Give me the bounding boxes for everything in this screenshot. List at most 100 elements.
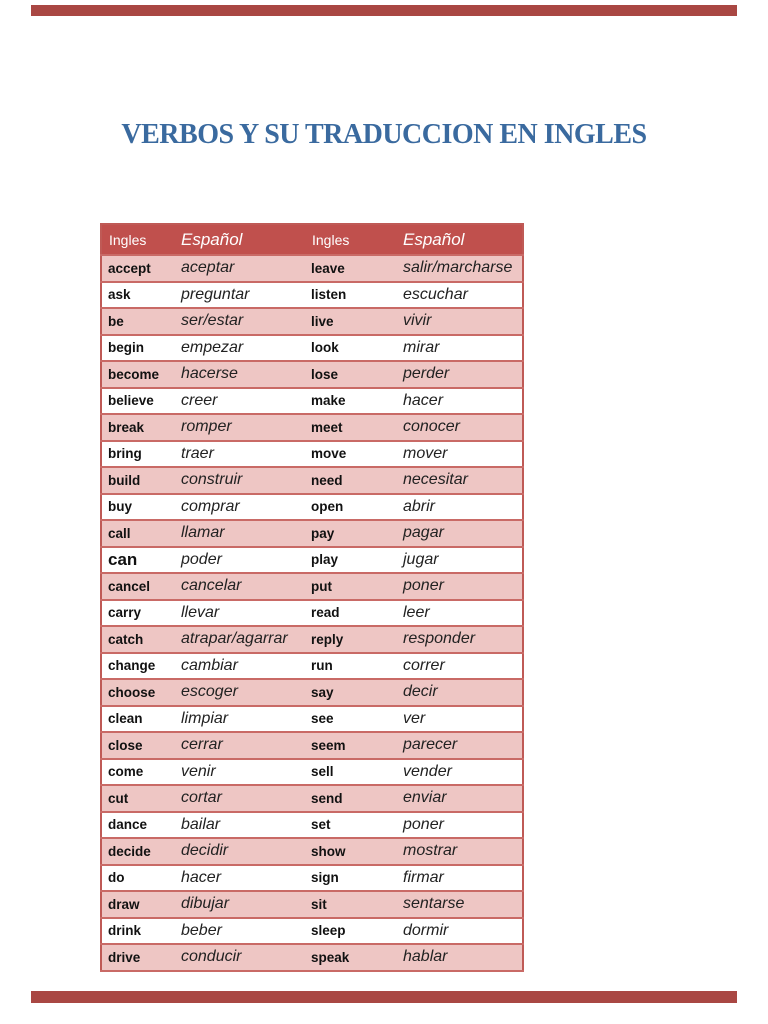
spanish-translation-cell: sentarse — [401, 890, 523, 919]
spanish-translation-cell: leer — [401, 598, 523, 627]
table-row: be ser/estar live vivir — [101, 307, 523, 336]
spanish-translation-cell: creer — [179, 386, 305, 415]
english-verb-cell: leave — [305, 254, 401, 283]
english-verb-cell: lose — [305, 360, 401, 389]
spanish-translation-cell: poner — [401, 572, 523, 601]
table-row: draw dibujar sit sentarse — [101, 890, 523, 919]
spanish-translation-cell: pagar — [401, 519, 523, 548]
table-row: ask preguntar listen escuchar — [101, 280, 523, 309]
spanish-translation-cell: traer — [179, 439, 305, 468]
english-verb-cell: speak — [305, 943, 401, 972]
table-header-row: Ingles Español Ingles Español — [101, 224, 523, 255]
spanish-translation-cell: atrapar/agarrar — [179, 625, 305, 654]
english-verb-cell: reply — [305, 625, 401, 654]
english-verb-cell: decide — [101, 837, 179, 866]
spanish-translation-cell: correr — [401, 651, 523, 680]
english-verb-cell: carry — [101, 598, 179, 627]
english-verb-cell: show — [305, 837, 401, 866]
english-verb-cell: put — [305, 572, 401, 601]
table-row: dance bailar set poner — [101, 810, 523, 839]
english-verb-cell: live — [305, 307, 401, 336]
english-verb-cell: become — [101, 360, 179, 389]
spanish-translation-cell: decir — [401, 678, 523, 707]
spanish-translation-cell: dormir — [401, 916, 523, 945]
table-row: decide decidir show mostrar — [101, 837, 523, 866]
table-row: buy comprar open abrir — [101, 492, 523, 521]
spanish-translation-cell: perder — [401, 360, 523, 389]
spanish-translation-cell: mover — [401, 439, 523, 468]
english-verb-cell: say — [305, 678, 401, 707]
spanish-translation-cell: firmar — [401, 863, 523, 892]
english-verb-cell: build — [101, 466, 179, 495]
english-verb-cell: send — [305, 784, 401, 813]
spanish-translation-cell: abrir — [401, 492, 523, 521]
spanish-translation-cell: parecer — [401, 731, 523, 760]
table-row: bring traer move mover — [101, 439, 523, 468]
english-verb-cell: call — [101, 519, 179, 548]
table-row: build construir need necesitar — [101, 466, 523, 495]
english-verb-cell: be — [101, 307, 179, 336]
spanish-translation-cell: ver — [401, 704, 523, 733]
spanish-translation-cell: salir/marcharse — [401, 254, 523, 283]
english-verb-cell: listen — [305, 280, 401, 309]
table-row: believe creer make hacer — [101, 386, 523, 415]
english-verb-cell: open — [305, 492, 401, 521]
spanish-translation-cell: hacerse — [179, 360, 305, 389]
english-verb-cell: move — [305, 439, 401, 468]
english-verb-cell: begin — [101, 333, 179, 362]
english-verb-cell: catch — [101, 625, 179, 654]
spanish-translation-cell: bailar — [179, 810, 305, 839]
spanish-translation-cell: llamar — [179, 519, 305, 548]
english-verb-cell: dance — [101, 810, 179, 839]
spanish-translation-cell: hacer — [179, 863, 305, 892]
spanish-translation-cell: vivir — [401, 307, 523, 336]
spanish-translation-cell: enviar — [401, 784, 523, 813]
table-row: cut cortar send enviar — [101, 784, 523, 813]
spanish-translation-cell: dibujar — [179, 890, 305, 919]
table-row: break romper meet conocer — [101, 413, 523, 442]
english-verb-cell: change — [101, 651, 179, 680]
page-title: VERBOS Y SU TRADUCCION EN INGLES — [121, 119, 647, 150]
english-verb-cell: seem — [305, 731, 401, 760]
spanish-translation-cell: escuchar — [401, 280, 523, 309]
spanish-translation-cell: cambiar — [179, 651, 305, 680]
column-header-ingles-left: Ingles — [101, 224, 179, 255]
spanish-translation-cell: responder — [401, 625, 523, 654]
adjacent-page-edge-top — [31, 5, 737, 16]
spanish-translation-cell: ser/estar — [179, 307, 305, 336]
table-row: do hacer sign firmar — [101, 863, 523, 892]
spanish-translation-cell: mostrar — [401, 837, 523, 866]
table-row: become hacerse lose perder — [101, 360, 523, 389]
spanish-translation-cell: decidir — [179, 837, 305, 866]
spanish-translation-cell: conducir — [179, 943, 305, 972]
spanish-translation-cell: empezar — [179, 333, 305, 362]
english-verb-cell: look — [305, 333, 401, 362]
table-row: catch atrapar/agarrar reply responder — [101, 625, 523, 654]
english-verb-cell: can — [101, 545, 179, 574]
spanish-translation-cell: venir — [179, 757, 305, 786]
spanish-translation-cell: comprar — [179, 492, 305, 521]
english-verb-cell: do — [101, 863, 179, 892]
table-row: clean limpiar see ver — [101, 704, 523, 733]
spanish-translation-cell: romper — [179, 413, 305, 442]
english-verb-cell: sit — [305, 890, 401, 919]
english-verb-cell: pay — [305, 519, 401, 548]
spanish-translation-cell: poder — [179, 545, 305, 574]
english-verb-cell: sleep — [305, 916, 401, 945]
english-verb-cell: break — [101, 413, 179, 442]
table-row: call llamar pay pagar — [101, 519, 523, 548]
spanish-translation-cell: necesitar — [401, 466, 523, 495]
column-header-espanol-right: Español — [401, 224, 523, 255]
spanish-translation-cell: cancelar — [179, 572, 305, 601]
english-verb-cell: sign — [305, 863, 401, 892]
english-verb-cell: come — [101, 757, 179, 786]
english-verb-cell: close — [101, 731, 179, 760]
english-verb-cell: bring — [101, 439, 179, 468]
table-row: close cerrar seem parecer — [101, 731, 523, 760]
english-verb-cell: drive — [101, 943, 179, 972]
english-verb-cell: drink — [101, 916, 179, 945]
table-row: come venir sell vender — [101, 757, 523, 786]
column-header-ingles-right: Ingles — [305, 224, 401, 255]
table-row: drive conducir speak hablar — [101, 943, 523, 972]
